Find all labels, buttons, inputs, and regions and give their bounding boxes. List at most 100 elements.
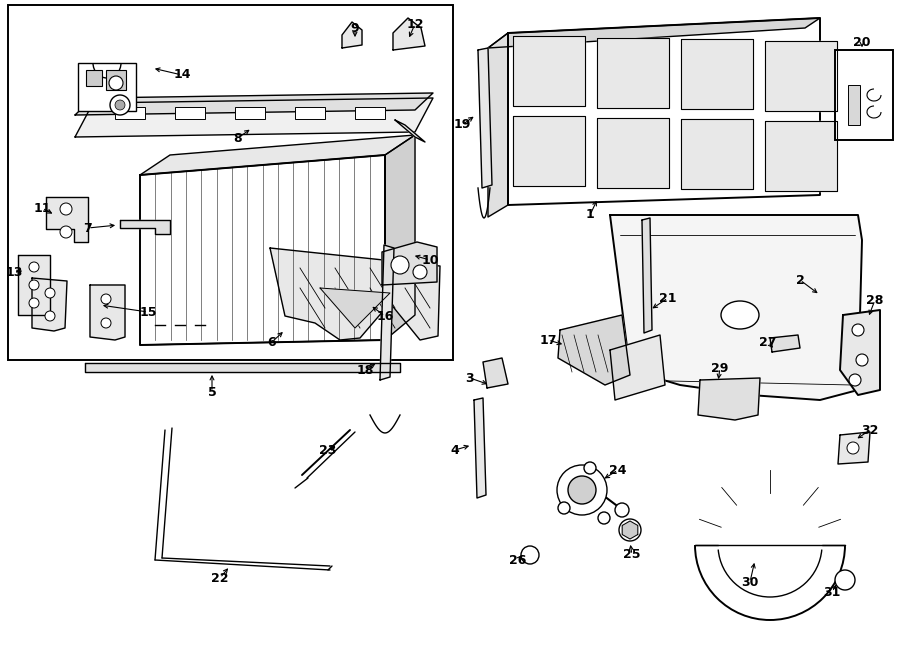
Text: 23: 23 [320, 444, 337, 457]
Polygon shape [380, 245, 394, 380]
Polygon shape [120, 220, 170, 234]
Circle shape [852, 324, 864, 336]
Text: 6: 6 [267, 336, 276, 348]
Text: 21: 21 [659, 292, 677, 305]
Circle shape [29, 298, 39, 308]
Polygon shape [770, 335, 800, 352]
Text: 1: 1 [586, 208, 594, 221]
Text: 9: 9 [351, 22, 359, 34]
Circle shape [391, 256, 409, 274]
Text: 10: 10 [421, 254, 439, 266]
Text: 26: 26 [509, 553, 526, 566]
Text: 22: 22 [212, 572, 229, 584]
Circle shape [568, 476, 596, 504]
Polygon shape [140, 135, 415, 175]
Polygon shape [18, 255, 50, 315]
Polygon shape [765, 120, 837, 190]
Text: 31: 31 [824, 586, 841, 598]
Text: 2: 2 [796, 274, 805, 286]
Polygon shape [610, 335, 665, 400]
Polygon shape [320, 288, 390, 328]
Polygon shape [488, 18, 820, 48]
Circle shape [101, 294, 111, 304]
Circle shape [60, 226, 72, 238]
Circle shape [110, 95, 130, 115]
Bar [175, 107, 205, 119]
Bar [86, 70, 102, 86]
Polygon shape [558, 315, 630, 385]
Bar [355, 107, 385, 119]
Text: 25: 25 [623, 549, 641, 561]
Polygon shape [513, 36, 585, 106]
Circle shape [101, 318, 111, 328]
Circle shape [615, 503, 629, 517]
Circle shape [557, 465, 607, 515]
Text: 17: 17 [539, 334, 557, 346]
Circle shape [856, 354, 868, 366]
Circle shape [558, 502, 570, 514]
Polygon shape [597, 38, 669, 108]
Polygon shape [46, 197, 88, 242]
Polygon shape [382, 242, 437, 285]
Polygon shape [698, 378, 760, 420]
Circle shape [109, 76, 123, 90]
Text: 4: 4 [451, 444, 459, 457]
Polygon shape [75, 93, 433, 115]
Polygon shape [90, 285, 125, 340]
Circle shape [115, 100, 125, 110]
Text: 20: 20 [853, 36, 871, 48]
Polygon shape [478, 48, 492, 188]
Circle shape [849, 374, 861, 386]
Polygon shape [474, 398, 486, 498]
Polygon shape [840, 310, 880, 395]
Polygon shape [765, 40, 837, 110]
Circle shape [619, 519, 641, 541]
Circle shape [45, 311, 55, 321]
Bar [106, 70, 126, 90]
Polygon shape [483, 358, 508, 388]
Polygon shape [395, 120, 425, 142]
Circle shape [847, 442, 859, 454]
Text: 28: 28 [867, 293, 884, 307]
Text: 8: 8 [234, 132, 242, 145]
Circle shape [598, 512, 610, 524]
Text: 14: 14 [173, 69, 191, 81]
Polygon shape [75, 98, 433, 137]
Text: 27: 27 [760, 336, 777, 348]
Text: 3: 3 [465, 371, 474, 385]
Circle shape [29, 262, 39, 272]
Ellipse shape [721, 301, 759, 329]
Polygon shape [642, 218, 652, 333]
Text: 13: 13 [5, 266, 22, 280]
Polygon shape [513, 116, 585, 186]
Polygon shape [140, 155, 385, 345]
Text: 32: 32 [861, 424, 878, 436]
Circle shape [60, 203, 72, 215]
Text: 15: 15 [140, 305, 157, 319]
Polygon shape [610, 215, 862, 400]
Text: 5: 5 [208, 385, 216, 399]
Polygon shape [270, 248, 440, 340]
Text: 7: 7 [84, 221, 93, 235]
Circle shape [835, 570, 855, 590]
Circle shape [45, 288, 55, 298]
Bar [115, 107, 145, 119]
Text: 18: 18 [356, 364, 374, 377]
Circle shape [584, 462, 596, 474]
Polygon shape [85, 363, 400, 372]
Bar [848, 85, 860, 125]
Bar [835, 50, 893, 140]
Polygon shape [681, 119, 753, 189]
Circle shape [521, 546, 539, 564]
Polygon shape [342, 22, 362, 48]
Bar [295, 107, 325, 119]
Text: 24: 24 [609, 463, 626, 477]
Text: 29: 29 [711, 362, 729, 375]
Polygon shape [385, 135, 415, 340]
Text: 16: 16 [376, 309, 393, 323]
Polygon shape [622, 521, 638, 539]
Polygon shape [508, 18, 820, 205]
Text: 19: 19 [454, 118, 471, 132]
Text: 12: 12 [406, 17, 424, 30]
Circle shape [413, 265, 427, 279]
